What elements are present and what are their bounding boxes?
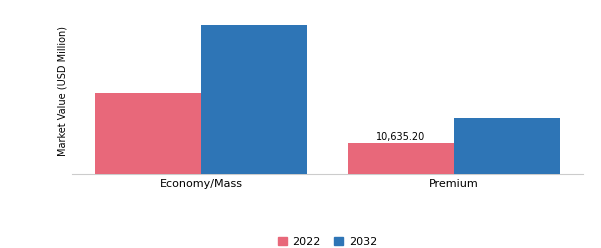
Bar: [348, 143, 454, 174]
Legend: 2022, 2032: 2022, 2032: [273, 232, 382, 248]
Y-axis label: Market Value (USD Million): Market Value (USD Million): [58, 26, 68, 155]
Bar: [454, 118, 560, 174]
Bar: [96, 93, 201, 174]
Bar: [201, 25, 307, 174]
Text: 10,635.20: 10,635.20: [376, 132, 426, 142]
